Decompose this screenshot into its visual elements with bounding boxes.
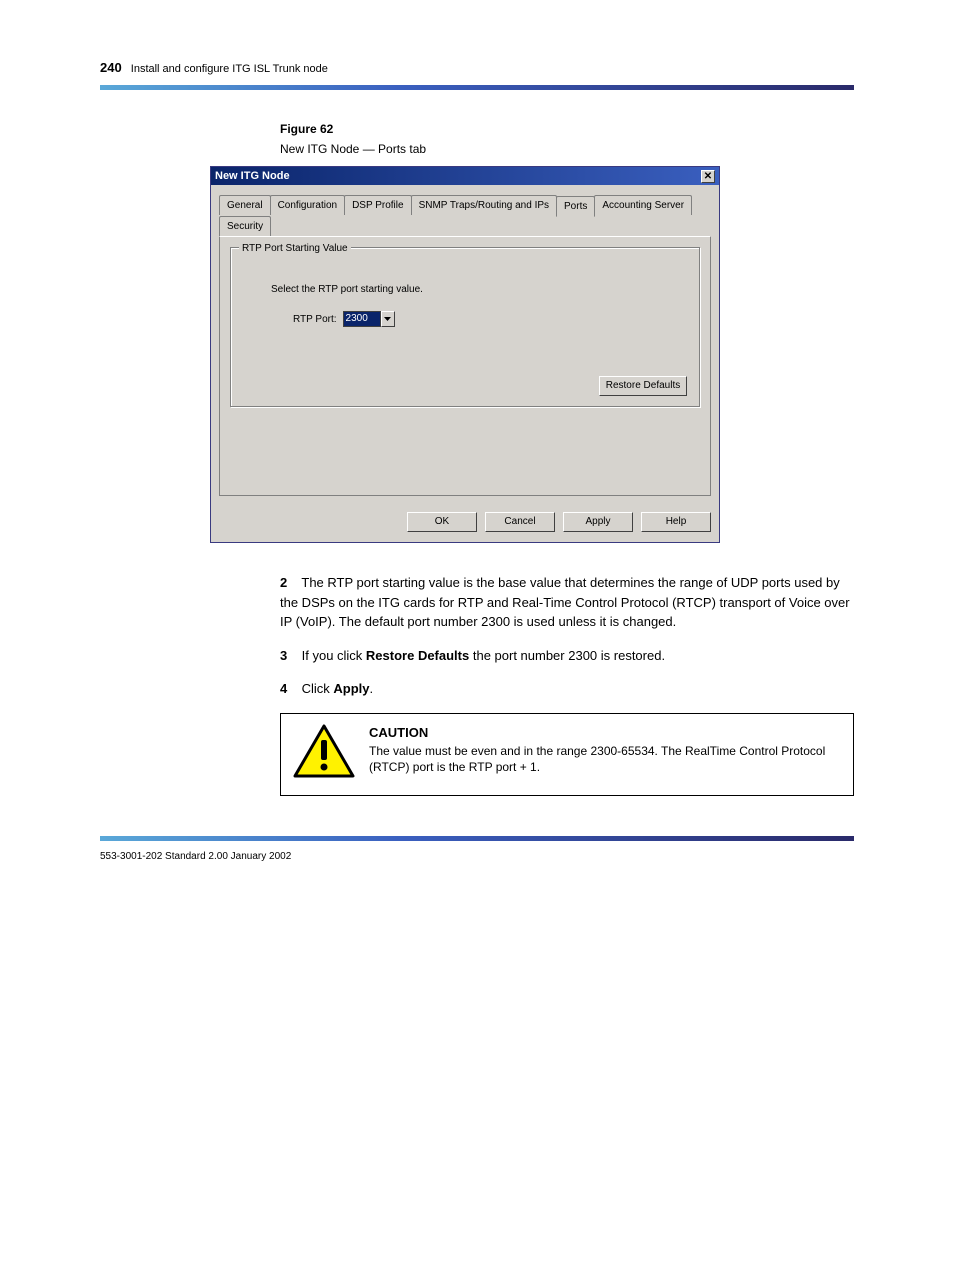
- footer-text: 553-3001-202 Standard 2.00 January 2002: [100, 851, 854, 862]
- tab-panel-ports: RTP Port Starting Value Select the RTP p…: [219, 236, 711, 496]
- rtp-port-label: RTP Port:: [293, 312, 337, 327]
- tab-general[interactable]: General: [219, 195, 271, 215]
- page-number: 240: [100, 60, 122, 75]
- step-4-prefix: Click: [302, 681, 334, 696]
- group-title: RTP Port Starting Value: [239, 241, 351, 256]
- dialog-window: New ITG Node ✕ GeneralConfigurationDSP P…: [210, 166, 720, 543]
- step-number: 4: [280, 679, 298, 699]
- step-3-suffix: the port number 2300 is restored.: [469, 648, 665, 663]
- caution-body: The value must be even and in the range …: [369, 743, 841, 775]
- step-4-bold: Apply: [333, 681, 369, 696]
- step-2-text: The RTP port starting value is the base …: [280, 575, 850, 629]
- group-text: Select the RTP port starting value.: [271, 282, 687, 297]
- footer-rule: [100, 836, 854, 841]
- dialog-title: New ITG Node: [215, 168, 290, 185]
- running-head: Install and configure ITG ISL Trunk node: [131, 63, 328, 75]
- caution-box: CAUTION The value must be even and in th…: [280, 713, 854, 797]
- figure-caption: New ITG Node — Ports tab: [280, 140, 854, 158]
- tab-ports[interactable]: Ports: [556, 196, 595, 217]
- apply-button[interactable]: Apply: [563, 512, 633, 532]
- rtp-port-combo[interactable]: 2300: [343, 311, 395, 327]
- figure-label: Figure 62: [280, 120, 854, 138]
- tab-snmp[interactable]: SNMP Traps/Routing and IPs: [411, 195, 557, 215]
- titlebar: New ITG Node ✕: [211, 167, 719, 185]
- tab-dsp-profile[interactable]: DSP Profile: [344, 195, 412, 215]
- restore-defaults-button[interactable]: Restore Defaults: [599, 376, 687, 396]
- step-3-prefix: If you click: [302, 648, 366, 663]
- rtp-groupbox: RTP Port Starting Value Select the RTP p…: [230, 247, 700, 407]
- help-button[interactable]: Help: [641, 512, 711, 532]
- tab-configuration[interactable]: Configuration: [270, 195, 345, 215]
- step-3: 3 If you click Restore Defaults the port…: [280, 646, 854, 666]
- tab-accounting[interactable]: Accounting Server: [594, 195, 692, 215]
- ok-button[interactable]: OK: [407, 512, 477, 532]
- step-4: 4 Click Apply.: [280, 679, 854, 699]
- header-rule: [100, 85, 854, 90]
- tab-security[interactable]: Security: [219, 216, 271, 236]
- step-4-suffix: .: [370, 681, 374, 696]
- close-icon[interactable]: ✕: [701, 170, 715, 183]
- rtp-port-value[interactable]: 2300: [343, 311, 381, 327]
- dialog-footer: OK Cancel Apply Help: [211, 504, 719, 542]
- cancel-button[interactable]: Cancel: [485, 512, 555, 532]
- caution-title: CAUTION: [369, 724, 841, 742]
- step-3-bold: Restore Defaults: [366, 648, 469, 663]
- tab-strip: GeneralConfigurationDSP ProfileSNMP Trap…: [219, 195, 711, 236]
- warning-icon: [293, 724, 355, 786]
- step-number: 3: [280, 646, 298, 666]
- step-2: 2 The RTP port starting value is the bas…: [280, 573, 854, 632]
- chevron-down-icon[interactable]: [381, 311, 395, 327]
- step-number: 2: [280, 573, 298, 593]
